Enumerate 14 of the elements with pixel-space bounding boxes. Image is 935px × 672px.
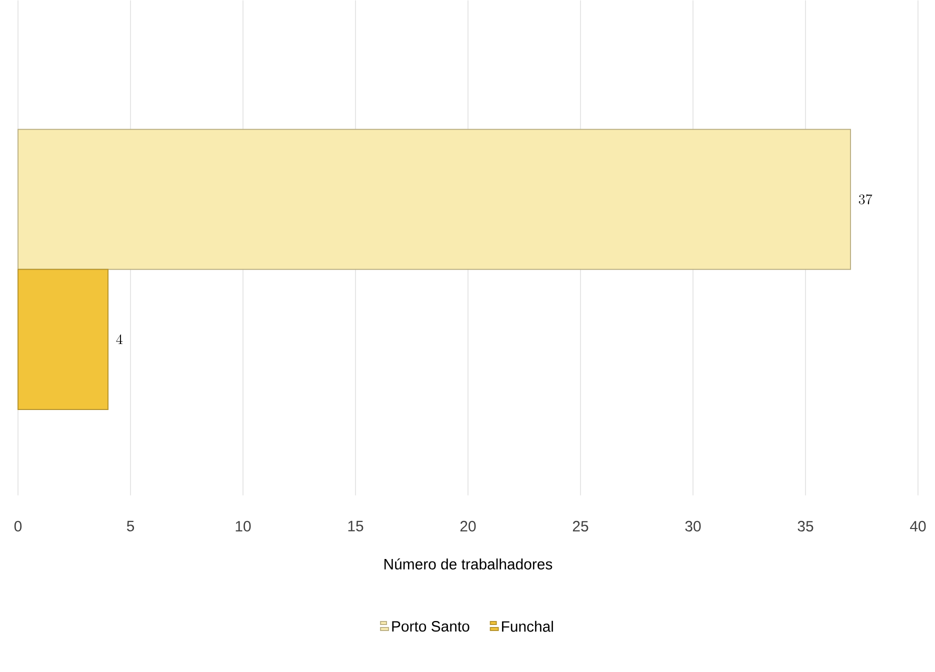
x-tick-label: 40 [910,520,926,532]
data-label: 37 [858,194,872,204]
x-tick-label: 10 [236,520,251,532]
x-tick-label: 5 [126,520,134,532]
legend-label: Funchal [502,620,553,632]
x-tick-label: 30 [685,520,701,532]
x-tick-label: 20 [460,520,476,532]
legend-label: Porto Santo [392,620,470,632]
x-tick-label: 15 [348,520,364,532]
x-tick-label: 35 [798,520,814,532]
x-tick-label: 0 [14,520,22,532]
data-label: 4 [116,334,122,344]
x-axis-title: Número de trabalhadores [384,558,552,570]
x-tick-label: 25 [572,520,588,532]
